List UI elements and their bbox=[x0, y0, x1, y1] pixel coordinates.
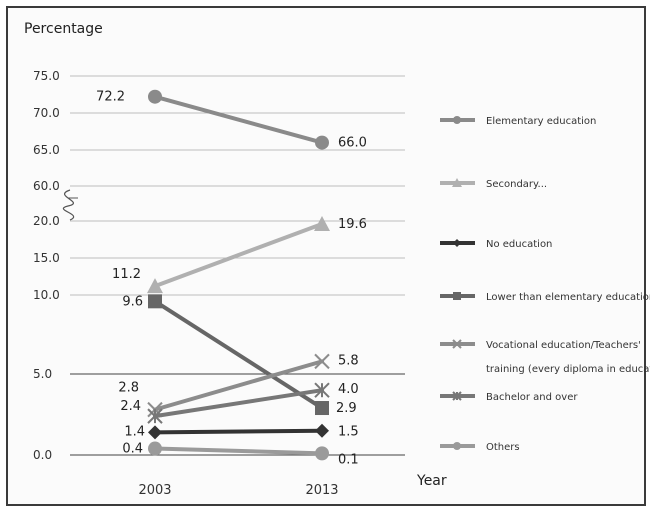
series-line bbox=[153, 446, 324, 456]
legend-swatch-marker bbox=[453, 239, 461, 247]
data-label: 9.6 bbox=[122, 294, 143, 309]
data-point bbox=[148, 89, 162, 104]
y-tick-label: 10.0 bbox=[33, 288, 60, 302]
x-axis-label: Year bbox=[416, 473, 447, 489]
series-layer: 72.2 66.0 11.2 19.6 1.4 1.5 9.6 2.9 2.8 5.8 2.4 4.0… bbox=[96, 89, 367, 467]
series-1: 11.2 19.6 bbox=[112, 215, 367, 294]
legend-item: Secondary... bbox=[440, 178, 547, 190]
series-3: 9.6 2.9 bbox=[122, 294, 357, 416]
legend-label: Bachelor and over bbox=[486, 392, 578, 403]
data-label: 2.8 bbox=[118, 381, 139, 396]
y-tick-label: 75.0 bbox=[33, 69, 60, 83]
legend-label: Secondary... bbox=[486, 179, 547, 190]
data-point bbox=[314, 215, 330, 231]
y-axis-ticks: 0.0 5.0 10.0 15.0 20.0 60.0 65.0 70.0 75.0 bbox=[33, 69, 60, 462]
legend-swatch-marker bbox=[453, 292, 461, 300]
data-label: 0.1 bbox=[338, 452, 359, 467]
series-line bbox=[153, 221, 324, 289]
chart-frame bbox=[6, 6, 646, 506]
series-line bbox=[153, 388, 324, 419]
axis-break-mark bbox=[62, 189, 78, 221]
legend-item: Bachelor and over bbox=[440, 391, 578, 403]
data-label: 4.0 bbox=[338, 382, 359, 397]
data-label: 1.5 bbox=[338, 425, 359, 440]
data-label: 2.4 bbox=[120, 399, 141, 414]
legend-label: No education bbox=[486, 239, 552, 250]
data-label: 11.2 bbox=[112, 267, 141, 282]
data-point bbox=[315, 401, 329, 416]
series-line bbox=[153, 299, 324, 411]
data-label: 19.6 bbox=[338, 217, 367, 232]
data-point bbox=[148, 294, 162, 309]
y-tick-label: 20.0 bbox=[33, 214, 60, 228]
x-axis-ticks: 2003 2013 bbox=[138, 483, 338, 498]
axis-break-squiggle bbox=[62, 189, 75, 221]
chart-title: Percentage bbox=[24, 21, 103, 37]
legend-label: training (every diploma in education) bbox=[486, 364, 650, 375]
series-5: 2.4 4.0 bbox=[120, 382, 359, 424]
data-label: 0.4 bbox=[122, 442, 143, 457]
legend-label: Vocational education/Teachers' bbox=[486, 340, 641, 351]
legend-swatch-marker bbox=[453, 442, 461, 450]
x-tick-label: 2013 bbox=[305, 483, 338, 498]
data-point bbox=[315, 135, 329, 150]
x-tick-label: 2003 bbox=[138, 483, 171, 498]
y-tick-label: 70.0 bbox=[33, 106, 60, 120]
legend-swatch-marker bbox=[452, 391, 462, 401]
data-point bbox=[147, 278, 163, 294]
legend-label: Lower than elementary education bbox=[486, 292, 650, 303]
y-tick-label: 0.0 bbox=[33, 448, 52, 462]
legend-item: Vocational education/Teachers' training (… bbox=[440, 339, 650, 375]
legend: Elementary education Secondary... No educa… bbox=[440, 116, 650, 453]
legend-label: Others bbox=[486, 442, 520, 453]
data-point bbox=[314, 353, 330, 370]
legend-swatch-marker bbox=[453, 116, 461, 124]
legend-swatch-marker bbox=[452, 339, 462, 349]
series-line bbox=[153, 94, 324, 145]
data-point bbox=[315, 446, 329, 461]
legend-item: Elementary education bbox=[440, 116, 596, 127]
legend-item: Others bbox=[440, 442, 520, 453]
series-2: 1.4 1.5 bbox=[124, 423, 359, 440]
grid bbox=[70, 75, 405, 456]
y-tick-label: 5.0 bbox=[33, 367, 52, 381]
data-label: 2.9 bbox=[336, 401, 357, 416]
y-tick-label: 60.0 bbox=[33, 179, 60, 193]
series-4: 2.8 5.8 bbox=[118, 353, 359, 418]
legend-item: No education bbox=[440, 239, 552, 250]
data-label: 1.4 bbox=[124, 424, 145, 439]
series-0: 72.2 66.0 bbox=[96, 89, 367, 151]
data-label: 72.2 bbox=[96, 90, 125, 105]
series-line bbox=[153, 359, 324, 412]
data-point bbox=[147, 408, 163, 424]
series-line bbox=[153, 428, 324, 435]
data-point bbox=[148, 425, 162, 440]
data-point bbox=[315, 423, 329, 438]
y-tick-label: 65.0 bbox=[33, 143, 60, 157]
legend-item: Lower than elementary education bbox=[440, 292, 650, 303]
legend-swatch-marker bbox=[452, 178, 462, 187]
series-6: 0.4 0.1 bbox=[122, 441, 359, 467]
data-label: 5.8 bbox=[338, 353, 359, 368]
y-tick-label: 15.0 bbox=[33, 251, 60, 265]
legend-label: Elementary education bbox=[486, 116, 596, 127]
data-point bbox=[314, 382, 330, 398]
data-point bbox=[148, 441, 162, 456]
data-label: 66.0 bbox=[338, 136, 367, 151]
